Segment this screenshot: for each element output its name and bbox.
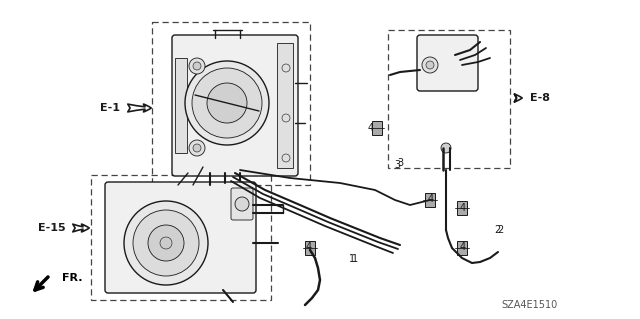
Bar [372, 121, 382, 135]
Text: 4: 4 [460, 203, 466, 213]
Text: E-1: E-1 [100, 103, 120, 113]
FancyBboxPatch shape [231, 188, 253, 220]
Text: 4: 4 [306, 242, 312, 252]
Circle shape [422, 57, 438, 73]
Text: 2: 2 [497, 225, 503, 235]
Circle shape [426, 61, 434, 69]
Text: 1: 1 [349, 254, 355, 264]
Text: 3: 3 [394, 160, 400, 170]
Circle shape [189, 58, 205, 74]
Circle shape [192, 68, 262, 138]
Text: E-8: E-8 [530, 93, 550, 103]
Circle shape [189, 140, 205, 156]
Text: FR.: FR. [62, 273, 83, 283]
Bar [457, 241, 467, 255]
Text: 2: 2 [494, 225, 500, 235]
FancyBboxPatch shape [417, 35, 478, 91]
Bar [388, 30, 510, 168]
Circle shape [282, 64, 290, 72]
Circle shape [282, 114, 290, 122]
Circle shape [185, 61, 269, 145]
Bar [152, 22, 310, 185]
Circle shape [133, 210, 199, 276]
Text: SZA4E1510: SZA4E1510 [502, 300, 558, 310]
Circle shape [282, 154, 290, 162]
Text: 4: 4 [460, 242, 466, 252]
Bar [175, 58, 187, 153]
Circle shape [148, 225, 184, 261]
Circle shape [160, 237, 172, 249]
Text: 4: 4 [368, 123, 374, 133]
Text: 3: 3 [397, 158, 403, 168]
Text: 4: 4 [428, 194, 434, 204]
Circle shape [193, 62, 201, 70]
Circle shape [193, 144, 201, 152]
Bar [91, 175, 271, 300]
FancyBboxPatch shape [172, 35, 298, 176]
Bar [305, 241, 315, 255]
Text: 1: 1 [352, 254, 358, 264]
Circle shape [441, 143, 451, 153]
Circle shape [235, 197, 249, 211]
Text: E-15: E-15 [38, 223, 66, 233]
FancyBboxPatch shape [105, 182, 256, 293]
Bar [425, 193, 435, 207]
Circle shape [124, 201, 208, 285]
Bar [277, 43, 293, 168]
Circle shape [207, 83, 247, 123]
Bar [457, 201, 467, 215]
